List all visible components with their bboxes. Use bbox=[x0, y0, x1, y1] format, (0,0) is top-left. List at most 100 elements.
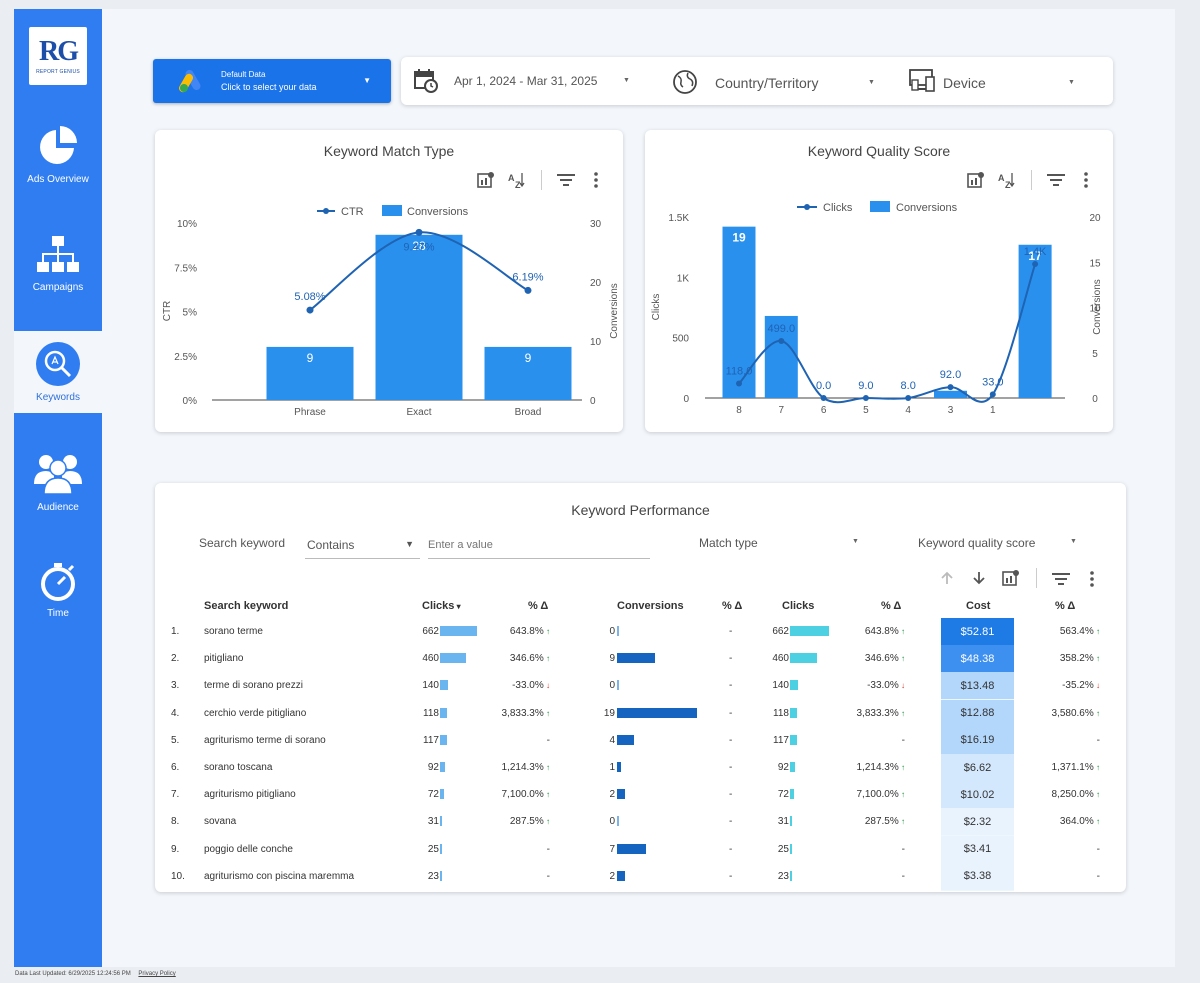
column-header[interactable]: % Δ bbox=[722, 600, 743, 612]
conversions-data-label: 33.0 bbox=[982, 376, 1003, 388]
device-filter[interactable]: Device ▼ bbox=[906, 57, 1101, 105]
bar-clicks bbox=[1018, 244, 1052, 398]
add-chart-icon[interactable] bbox=[967, 171, 985, 189]
row-number: 10. bbox=[171, 870, 185, 882]
y2-axis-tick-label: 30 bbox=[590, 219, 602, 230]
devices-icon bbox=[909, 69, 935, 92]
clicks-delta-cell: 1,214.3% ↑ bbox=[501, 762, 551, 773]
privacy-policy-link[interactable]: Privacy Policy bbox=[138, 971, 176, 977]
x-axis-tick-label: Broad bbox=[515, 407, 542, 418]
add-chart-icon[interactable] bbox=[1002, 569, 1020, 587]
add-chart-icon[interactable] bbox=[477, 171, 495, 189]
clicks2-delta-cell: - bbox=[901, 734, 905, 746]
country-filter[interactable]: Country/Territory ▼ bbox=[666, 57, 881, 105]
keyword-cell: sorano toscana bbox=[204, 762, 273, 773]
clicks2-bar bbox=[790, 653, 818, 664]
keyword-cell: agriturismo terme di sorano bbox=[204, 734, 326, 746]
keyword-cell: sovana bbox=[204, 816, 237, 828]
conversions-bar bbox=[617, 653, 655, 664]
cost-cell: $13.48 bbox=[941, 672, 1014, 700]
conversions-point bbox=[905, 395, 912, 401]
sidebar-item-time[interactable]: Time bbox=[14, 562, 102, 619]
quality-score-label: Keyword quality score bbox=[918, 536, 1036, 550]
legend-ctr-marker bbox=[323, 208, 329, 214]
sidebar-item-audience[interactable]: Audience bbox=[14, 448, 102, 513]
conversions-point bbox=[736, 380, 742, 387]
cost-delta-cell: 3,580.6% ↑ bbox=[1051, 707, 1101, 719]
globe-icon bbox=[673, 70, 697, 94]
arrow-up-icon: ↑ bbox=[1093, 763, 1100, 772]
y-axis-tick-label: 7.5% bbox=[174, 263, 197, 274]
clicks2-bar bbox=[790, 816, 792, 827]
legend-conversions-label: Conversions bbox=[407, 206, 469, 218]
arrow-down-icon: ↓ bbox=[543, 681, 550, 691]
data-source-selector[interactable]: Default Data Click to select your data ▼ bbox=[153, 59, 391, 103]
conversions-bar bbox=[617, 707, 697, 718]
filter-icon[interactable] bbox=[1047, 173, 1065, 187]
column-header[interactable]: % Δ bbox=[528, 600, 549, 612]
y2-axis-tick-label: 5 bbox=[1092, 349, 1098, 360]
legend-clicks-label: Clicks bbox=[823, 202, 853, 214]
chevron-down-icon: ▼ bbox=[852, 538, 859, 545]
sort-az-icon[interactable]: A Z bbox=[507, 171, 527, 189]
keyword-search-input[interactable] bbox=[428, 531, 650, 559]
clicks2-bar bbox=[790, 762, 796, 772]
clicks-delta-cell: - bbox=[546, 843, 550, 855]
clicks2-cell: 140 bbox=[772, 680, 789, 692]
sidebar-item-campaigns[interactable]: Campaigns bbox=[14, 234, 102, 293]
column-header[interactable]: Conversions bbox=[617, 600, 684, 612]
conversions-cell: 0 bbox=[609, 680, 615, 692]
column-header[interactable]: Clicks ▾ bbox=[422, 600, 461, 612]
clicks-cell: 662 bbox=[422, 626, 439, 637]
clicks2-bar bbox=[790, 680, 799, 691]
clicks-delta-cell: 643.8% ↑ bbox=[509, 626, 550, 637]
column-header[interactable]: Search keyword bbox=[204, 600, 289, 612]
keyword-cell: agriturismo pitigliano bbox=[204, 789, 296, 801]
more-vert-icon[interactable] bbox=[1089, 571, 1095, 587]
cost-cell: $48.38 bbox=[941, 645, 1014, 673]
sort-az-icon[interactable]: A Z bbox=[997, 171, 1017, 189]
filter-icon[interactable] bbox=[557, 173, 575, 187]
clicks2-delta-cell: -33.0% ↓ bbox=[867, 680, 905, 692]
legend-conversions-label: Conversions bbox=[896, 202, 958, 214]
clicks2-cell: 25 bbox=[777, 843, 789, 855]
bar-conversions bbox=[266, 346, 354, 400]
more-vert-icon[interactable] bbox=[593, 172, 599, 188]
match-type-filter[interactable]: Match type ▼ bbox=[695, 531, 865, 559]
date-range-control[interactable]: Apr 1, 2024 - Mar 31, 2025 ▼ bbox=[401, 57, 641, 105]
keyword-cell: terme di sorano prezzi bbox=[204, 680, 303, 692]
conversions-point bbox=[862, 395, 869, 401]
sidebar-item-ads-overview[interactable]: Ads Overview bbox=[14, 124, 102, 185]
column-header[interactable]: Clicks bbox=[782, 600, 815, 612]
conversions-bar bbox=[617, 626, 619, 636]
conversions-bar bbox=[617, 816, 619, 827]
ctr-data-label: 5.08% bbox=[294, 291, 325, 303]
column-header[interactable]: % Δ bbox=[881, 600, 902, 612]
filter-icon[interactable] bbox=[1052, 572, 1070, 586]
column-header[interactable]: % Δ bbox=[1055, 600, 1076, 612]
y-axis-tick-label: 5% bbox=[183, 308, 198, 319]
arrow-up-icon: ↑ bbox=[543, 654, 550, 664]
arrow-up-icon: ↑ bbox=[543, 763, 550, 772]
clicks2-cell: 118 bbox=[773, 707, 789, 719]
report-genius-logo[interactable]: RG REPORT GENIUS bbox=[29, 27, 87, 85]
x-axis-tick-label: 6 bbox=[821, 405, 827, 416]
clicks-bar bbox=[440, 653, 466, 664]
clicks2-delta-cell: 643.8% ↑ bbox=[864, 626, 905, 637]
sidebar-item-keywords[interactable]: Keywords bbox=[14, 331, 102, 413]
conversions-point bbox=[947, 384, 954, 391]
more-vert-icon[interactable] bbox=[1083, 172, 1089, 188]
footer: Data Last Updated: 6/29/2025 12:24:56 PM… bbox=[15, 971, 176, 977]
conversions-cell: 2 bbox=[609, 789, 615, 801]
contains-dropdown[interactable]: Contains ▼ bbox=[305, 531, 420, 559]
arrow-up-icon[interactable] bbox=[939, 570, 955, 586]
quality-score-filter[interactable]: Keyword quality score ▼ bbox=[913, 531, 1083, 559]
column-header[interactable]: Cost bbox=[966, 600, 991, 612]
keyword-search-icon bbox=[36, 341, 80, 386]
arrow-up-icon: ↑ bbox=[543, 790, 550, 800]
arrow-down-icon[interactable] bbox=[971, 570, 987, 586]
bar-data-label: 28 bbox=[412, 239, 426, 253]
logo-subtext: REPORT GENIUS bbox=[36, 69, 80, 75]
arrow-up-icon: ↑ bbox=[543, 627, 550, 636]
row-number: 5. bbox=[171, 734, 180, 746]
